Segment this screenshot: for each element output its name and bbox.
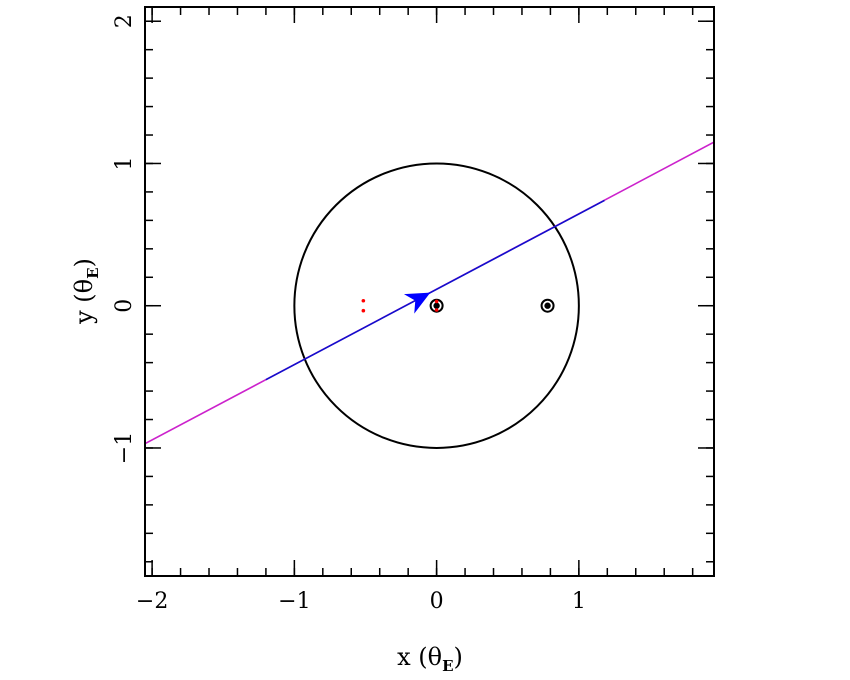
y-axis-title-sub: E <box>84 267 102 278</box>
minor-ticks <box>145 7 714 576</box>
lens-marker-core <box>544 302 551 309</box>
caustic-point <box>434 299 439 304</box>
einstein-ring <box>293 162 580 449</box>
major-ticks <box>145 7 714 576</box>
y-axis-title-text: y (θ <box>70 279 98 325</box>
x-tick-label: 0 <box>430 589 444 614</box>
x-axis-title-text: x (θ <box>397 643 442 671</box>
y-axis-title-close: ) <box>70 258 98 267</box>
y-tick-label: −1 <box>112 432 137 464</box>
x-axis-title: x (θE) <box>397 643 463 675</box>
y-tick-label: 2 <box>112 14 137 28</box>
x-axis-title-sub: E <box>442 657 453 675</box>
caustic-point <box>434 308 439 312</box>
x-axis-title-close: ) <box>454 643 463 671</box>
lens-marker-core <box>433 302 440 309</box>
tick-labels: −2 −1 0 1 −1 0 1 2 <box>112 14 586 614</box>
x-tick-label: −2 <box>136 589 168 614</box>
plot-frame <box>144 6 715 577</box>
caustic-point <box>361 298 366 303</box>
lens-marker <box>540 298 555 313</box>
caustic-point <box>361 308 366 313</box>
x-tick-label: 1 <box>572 589 586 614</box>
direction-arrow <box>403 292 431 314</box>
y-axis-title: y (θE) <box>70 258 102 325</box>
trajectory-line-inner <box>265 199 605 381</box>
plot-content <box>145 141 714 449</box>
y-tick-label: 0 <box>112 299 137 313</box>
y-tick-label: 1 <box>112 156 137 170</box>
x-tick-label: −1 <box>278 589 310 614</box>
